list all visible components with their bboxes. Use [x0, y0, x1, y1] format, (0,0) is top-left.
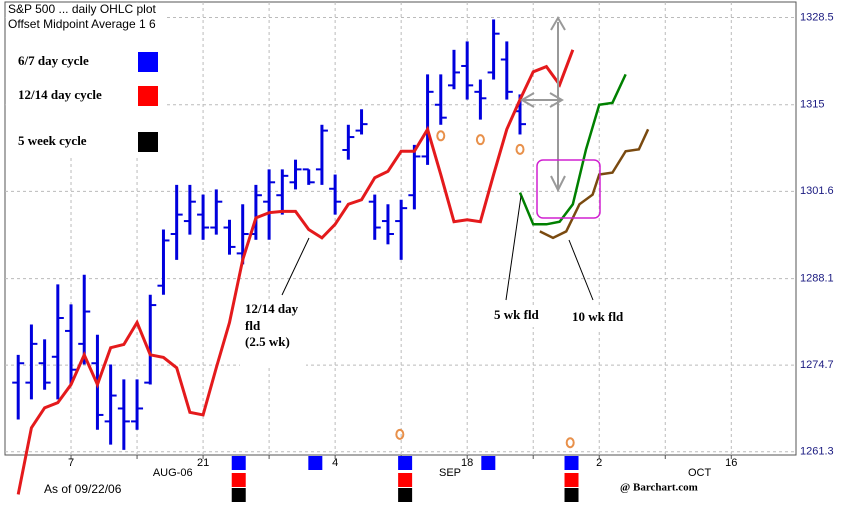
cycle-marker [398, 473, 413, 487]
cycle-marker [398, 456, 413, 470]
legend-label: 12/14 day cycle [18, 87, 102, 102]
legend-box [6, 3, 164, 158]
projection-point [436, 130, 446, 142]
annotation: 5 wk fld [494, 307, 540, 322]
y-tick-label: 1261.3 [800, 446, 834, 458]
y-tick-label: 1301.6 [800, 185, 834, 197]
month-label: SEP [439, 467, 461, 479]
arrow-head [549, 92, 564, 108]
cycle-marker [481, 456, 496, 470]
highlight-box [536, 159, 601, 219]
cycle-marker [308, 456, 323, 470]
overlay [281, 16, 601, 301]
y-tick-label: 1288.1 [800, 272, 834, 284]
cycle-marker [231, 473, 246, 487]
annotation-bg [566, 306, 636, 330]
x-tick-label: 2 [596, 457, 602, 469]
arrow-head [550, 16, 566, 31]
line-series [518, 73, 627, 226]
legend-label: 5 week cycle [18, 133, 87, 148]
x-tick-label: 16 [725, 457, 737, 469]
legend-swatch [138, 132, 158, 152]
arrow-head [520, 92, 535, 108]
cycle-marker [231, 456, 246, 470]
cycle-marker [398, 488, 413, 502]
credit: @ Barchart.com [620, 482, 698, 494]
cycle-marker [564, 488, 579, 502]
legend-label: 6/7 day cycle [18, 53, 89, 68]
annotation: 10 wk fld [572, 309, 624, 324]
projection-point [395, 428, 405, 440]
marks [12, 19, 650, 495]
y-tick-label: 1328.5 [800, 11, 834, 23]
annotation-bg [490, 305, 550, 327]
annotation: 12/14 day [245, 301, 299, 316]
month-label: OCT [688, 467, 712, 479]
projection-point [475, 134, 485, 146]
x-tick-label: 7 [68, 457, 74, 469]
x-tick-label: 21 [197, 457, 209, 469]
annotation: fld [245, 318, 261, 333]
cycle-marker [231, 488, 246, 502]
legend-swatch [138, 52, 158, 72]
y-tick-label: 1274.7 [800, 359, 834, 371]
x-tick-label: 18 [461, 457, 473, 469]
annotation-pointer [568, 239, 594, 301]
line-series [539, 128, 650, 240]
legend-swatch [138, 86, 158, 106]
line-series [16, 49, 575, 495]
annotation-pointer [281, 237, 310, 296]
x-tick-label: 4 [332, 457, 338, 469]
projection-point [565, 437, 575, 449]
cycle-marker [564, 456, 579, 470]
chart-title: S&P 500 ... daily OHLC plot [8, 2, 157, 16]
chart-subtitle: Offset Midpoint Average 1 6 [8, 17, 156, 31]
annotation: (2.5 wk) [245, 334, 290, 349]
as-of: As of 09/22/06 [44, 482, 122, 496]
cycle-marker [564, 473, 579, 487]
annotation-pointer [505, 195, 522, 301]
projection-point [515, 143, 525, 155]
y-tick-label: 1315 [800, 99, 824, 111]
annotation-bg [240, 300, 306, 368]
month-label: AUG-06 [153, 467, 193, 479]
arrow-head [550, 175, 566, 193]
